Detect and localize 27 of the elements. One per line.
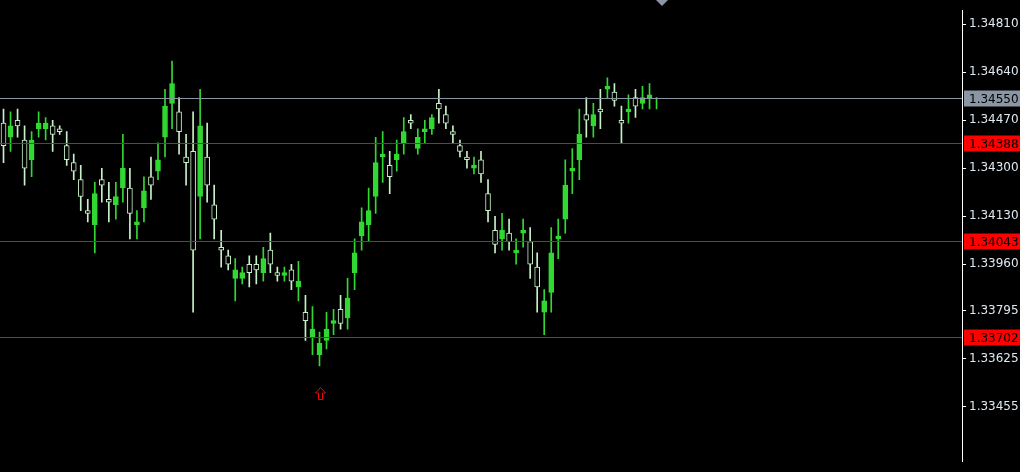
candlestick (583, 97, 590, 138)
y-tick-label: 1.34810 (969, 16, 1019, 31)
candlestick (520, 218, 526, 248)
candlestick (253, 255, 260, 285)
y-tick-label: 1.34300 (969, 160, 1019, 175)
ref-line-label: 1.33702 (969, 330, 1019, 345)
y-tick-label: 1.33795 (969, 302, 1019, 317)
candlestick (436, 88, 442, 124)
y-tick-label: 1.33960 (969, 256, 1019, 271)
y-tick-label: 1.34640 (969, 64, 1019, 79)
candlestick (471, 156, 477, 175)
candlestick (232, 258, 239, 302)
ref-line-label: 1.34388 (969, 136, 1019, 151)
candlestick (98, 167, 105, 203)
candlestick (450, 125, 456, 144)
candlestick (84, 198, 91, 223)
candlestick (422, 119, 428, 144)
y-tick-label: 1.34130 (969, 208, 1019, 223)
y-tick-label: 1.34470 (969, 112, 1019, 127)
candlestick (183, 134, 189, 186)
candlestick (393, 139, 400, 172)
ref-line-label: 1.34550 (969, 91, 1019, 106)
y-tick-label: 1.33455 (969, 398, 1019, 413)
candlestick (113, 182, 119, 220)
y-tick-label: 1.33625 (969, 350, 1019, 365)
candlestick (148, 156, 154, 200)
ref-line-label: 1.34043 (969, 234, 1019, 249)
